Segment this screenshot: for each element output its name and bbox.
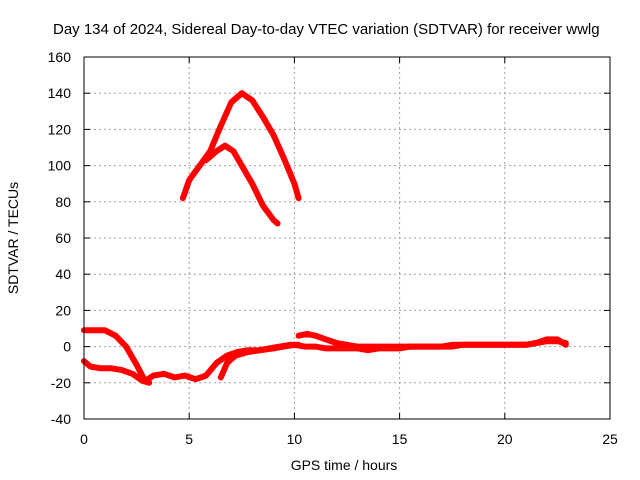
y-tick-label-4: 40: [55, 266, 71, 282]
plot-frame: [83, 56, 611, 420]
chart-title: Day 134 of 2024, Sidereal Day-to-day VTE…: [53, 21, 600, 38]
x-tick-label-0: 0: [80, 431, 88, 447]
y-axis-title: SDTVAR / TECUs: [5, 182, 21, 294]
y-tick-label-8: 120: [48, 121, 72, 137]
x-tick-label-3: 15: [392, 431, 408, 447]
y-tick-label-6: 80: [55, 194, 71, 210]
x-tick-label-5: 25: [602, 431, 618, 447]
series-line-low-a: [81, 327, 302, 384]
y-tick-label-3: 20: [55, 302, 71, 318]
y-tick-label-5: 60: [55, 230, 71, 246]
y-tick-label-0: -40: [51, 411, 71, 427]
y-tick-label-2: 0: [63, 339, 71, 355]
x-tick-label-4: 20: [497, 431, 513, 447]
series-line-low-b: [81, 358, 153, 386]
series-line-low-d: [295, 330, 569, 350]
y-tick-label-1: -20: [51, 375, 71, 391]
y-tick-label-7: 100: [48, 158, 72, 174]
x-tick-labels: 0 5 10 15 20 25: [80, 431, 618, 447]
series-line-arc-high-2: [203, 142, 281, 227]
x-tick-label-1: 5: [185, 431, 193, 447]
series-group: [81, 90, 569, 386]
axis-ticks: [83, 56, 611, 420]
y-tick-labels: -40 -20 0 20 40 60 80 100 120 140 160: [48, 49, 72, 427]
y-tick-label-10: 160: [48, 49, 72, 65]
grid: [84, 57, 610, 419]
y-tick-label-9: 140: [48, 85, 72, 101]
x-axis-title: GPS time / hours: [291, 457, 398, 473]
series-line-arc-high-1: [179, 90, 302, 202]
x-tick-label-2: 10: [287, 431, 303, 447]
